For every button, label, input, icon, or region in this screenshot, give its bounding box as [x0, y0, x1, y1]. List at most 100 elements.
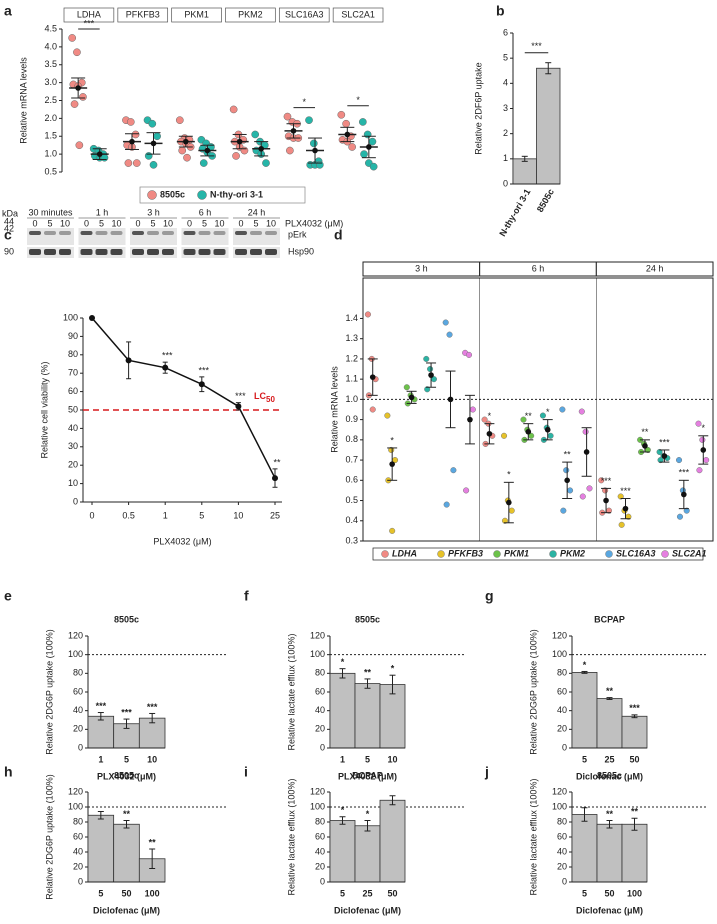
- data-point: [703, 457, 710, 464]
- significance: ***: [84, 18, 95, 28]
- blot-dose: 10: [266, 218, 276, 228]
- data-point: [198, 381, 205, 388]
- significance: *: [302, 97, 306, 107]
- y-tick-label: 40: [315, 846, 325, 856]
- significance: *: [390, 435, 394, 445]
- x-tick-label: 5: [199, 510, 204, 520]
- plot-frame: [362, 277, 714, 542]
- legend-label: 8505c: [160, 189, 185, 199]
- y-tick-label: 70: [68, 368, 78, 378]
- y-axis-label: Relative 2DG6P uptake (100%): [44, 629, 54, 754]
- chart-title: 8505c: [597, 770, 622, 780]
- category-label: SLC16A3: [285, 9, 324, 19]
- mean-marker: [344, 131, 351, 138]
- y-tick-label: 0: [78, 742, 83, 752]
- mean-marker: [96, 151, 103, 157]
- data-point: [683, 507, 690, 514]
- data-point: [240, 146, 249, 155]
- legend-label: PKM2: [560, 548, 585, 558]
- reference-label: LC50: [254, 391, 275, 404]
- y-tick-label: 0: [562, 742, 567, 752]
- y-tick-label: 5: [503, 53, 508, 63]
- blot-marker: 42: [4, 223, 14, 233]
- y-tick-label: 40: [68, 423, 78, 433]
- facet-header: [117, 7, 169, 23]
- y-tick-label: 20: [73, 724, 83, 734]
- data-point: [199, 159, 208, 167]
- blot-band: [162, 249, 174, 255]
- legend-marker: [493, 550, 501, 558]
- data-point: [443, 501, 450, 508]
- significance: *: [341, 805, 345, 815]
- x-tick-label: 50: [629, 754, 639, 764]
- significance: *: [507, 470, 511, 480]
- blot-dose: 5: [202, 218, 207, 228]
- y-tick-label: 3: [503, 103, 508, 113]
- data-point: [235, 403, 242, 410]
- legend-marker: [381, 550, 389, 558]
- y-tick-label: 4.5: [44, 23, 57, 33]
- x-tick-label: 50: [387, 888, 397, 898]
- facet-header: [278, 7, 330, 23]
- data-point: [79, 93, 87, 101]
- y-tick-label: 4: [503, 78, 508, 88]
- y-tick-label: 20: [557, 861, 567, 871]
- y-tick-label: 100: [310, 801, 325, 811]
- x-tick-label: 25: [270, 510, 280, 520]
- chart-title: 8505c: [114, 770, 139, 780]
- data-point: [656, 448, 663, 456]
- blot-band: [132, 249, 144, 255]
- blot-treatment: PLX4032 (μM): [285, 218, 343, 228]
- category-label: PKM1: [184, 9, 209, 19]
- blot-dose: 10: [163, 218, 173, 228]
- mean-marker: [544, 426, 551, 433]
- blot-band: [198, 249, 211, 255]
- y-tick-label: 40: [73, 846, 83, 856]
- x-tick-label: 5: [98, 888, 103, 898]
- y-tick-label: 100: [552, 649, 567, 659]
- legend-marker: [147, 190, 157, 200]
- data-point: [617, 493, 624, 500]
- significance: ***: [620, 486, 631, 496]
- legend-label: SLC16A3: [616, 548, 656, 558]
- bar: [571, 814, 598, 883]
- bar: [354, 683, 381, 749]
- data-point: [232, 152, 240, 160]
- panel-letter: a: [4, 3, 12, 19]
- data-point: [368, 137, 377, 146]
- y-tick-label: 1.5: [44, 131, 57, 141]
- significance: **: [149, 837, 157, 847]
- mean-marker: [583, 449, 590, 455]
- x-tick-label: 10: [387, 754, 397, 764]
- panel-letter: i: [244, 764, 248, 780]
- mean-marker: [183, 138, 189, 145]
- data-point: [131, 130, 140, 139]
- significance: ***: [601, 476, 612, 486]
- panel-letter: f: [244, 588, 249, 604]
- x-axis-label: PLX4032 (μM): [153, 536, 211, 546]
- significance: ***: [121, 707, 132, 717]
- y-tick-label: 2: [503, 128, 508, 138]
- blot-dose: 5: [47, 218, 52, 228]
- y-tick-label: 1.0: [44, 149, 57, 159]
- data-point: [359, 118, 367, 126]
- blot-band: [44, 249, 56, 255]
- x-tick-label: 5: [365, 754, 370, 764]
- blot-band: [235, 231, 247, 235]
- x-axis-label: Diclofenac (μM): [93, 905, 160, 915]
- data-point: [450, 467, 457, 474]
- blot-band: [250, 249, 262, 255]
- blot-band: [147, 249, 159, 255]
- y-tick-label: 60: [315, 831, 325, 841]
- chart-title: 8505c: [355, 614, 380, 624]
- x-tick-label: 5: [582, 888, 587, 898]
- mean-marker: [369, 374, 376, 380]
- mean-marker: [486, 430, 493, 437]
- x-tick-label: 10: [233, 510, 243, 520]
- x-axis-label: PLX4032 (μM): [338, 771, 397, 781]
- facet-label: 24 h: [646, 263, 664, 273]
- blot-band: [265, 231, 277, 235]
- y-tick-label: 120: [68, 630, 83, 640]
- blot-protein: Hsp90: [288, 246, 314, 256]
